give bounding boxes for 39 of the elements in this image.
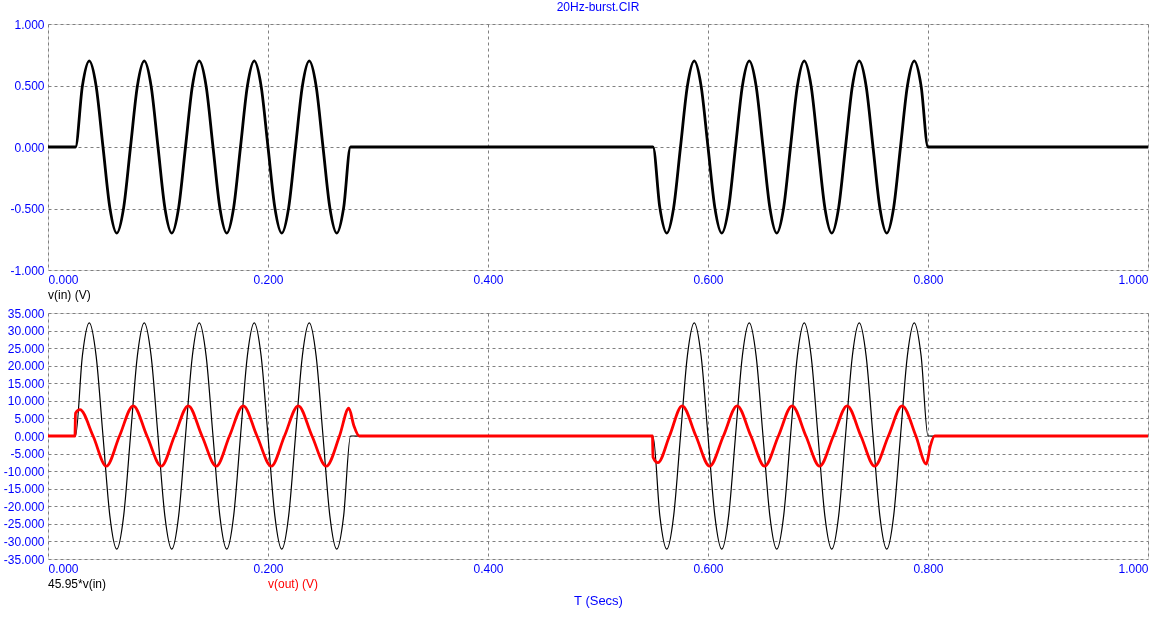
text: v(out) (V) [268, 577, 319, 591]
y-tick-label: -25.000 [3, 517, 45, 532]
x-tick-label: 0.400 [473, 561, 504, 576]
x-tick-label: 0.600 [693, 272, 724, 287]
y-tick-label: 15.000 [7, 376, 45, 391]
y-tick-label: -30.000 [3, 534, 45, 549]
x-tick-label: 0.400 [473, 272, 504, 287]
y-tick-label: 25.000 [7, 341, 45, 356]
chart-title: 20Hz-burst.CIR [556, 0, 640, 14]
line-series [48, 404, 1148, 468]
y-tick-label: 20.000 [7, 359, 45, 374]
y-tick-label: 35.000 [7, 306, 45, 321]
y-tick-label: 0.000 [14, 140, 45, 155]
y-tick-label: -20.000 [3, 499, 45, 514]
x-tick-label: 0.600 [693, 561, 724, 576]
y-tick-label: 30.000 [7, 324, 45, 339]
x-tick-label: 0.200 [253, 272, 284, 287]
x-tick-label: 0.000 [48, 272, 79, 287]
line-series [48, 59, 1148, 235]
text: v(in) (V) [48, 288, 91, 302]
x-axis-title: T (Secs) [574, 592, 623, 608]
y-tick-label: -35.000 [3, 552, 45, 567]
y-tick-label: -10.000 [3, 464, 45, 479]
x-tick-label: 0.200 [253, 561, 284, 576]
x-tick-label: 1.000 [1118, 272, 1149, 287]
y-tick-label: -5.000 [10, 447, 45, 462]
y-tick-label: 5.000 [14, 411, 45, 426]
text: 45.95*v(in) [48, 577, 107, 591]
y-tick-label: 0.000 [14, 429, 45, 444]
x-tick-label: 0.800 [913, 561, 944, 576]
x-tick-label: 1.000 [1118, 561, 1149, 576]
y-tick-label: 1.000 [14, 17, 45, 32]
x-tick-label: 0.000 [48, 561, 79, 576]
y-tick-label: -0.500 [10, 202, 45, 216]
y-tick-label: 0.500 [14, 79, 45, 93]
y-tick-label: -15.000 [3, 482, 45, 497]
x-tick-label: 0.800 [913, 272, 944, 287]
y-tick-label: -1.000 [10, 263, 45, 278]
y-tick-label: 10.000 [7, 394, 45, 409]
